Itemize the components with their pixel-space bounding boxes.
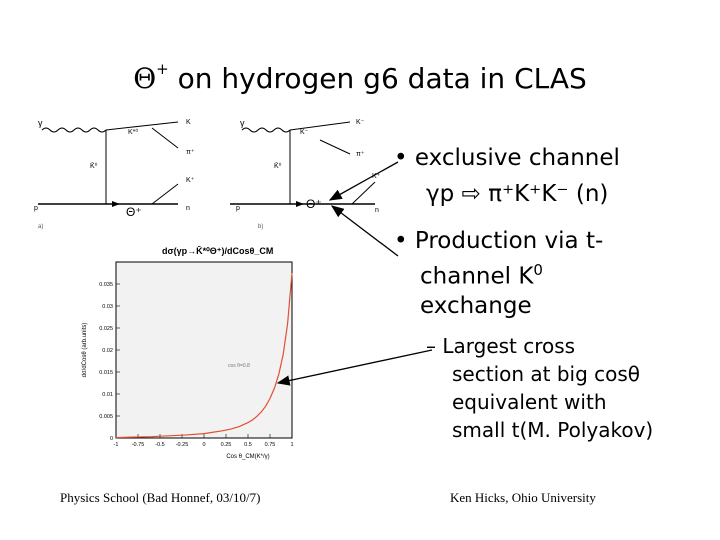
y-tick-label: 0.025 (99, 326, 113, 332)
y-tick-label: 0.015 (99, 370, 113, 376)
bullet-production: • Production via t- (394, 228, 604, 254)
y-tick-label: 0.005 (99, 414, 113, 420)
diagram-b-n: n (375, 207, 379, 214)
diagram-a-k-out: K (186, 119, 191, 126)
diagram-a-kstar: K*⁰ (128, 128, 138, 136)
bullet-exclusive-channel: • exclusive channel (394, 145, 620, 171)
diagram-b-kbar: K̄⁰ (274, 162, 282, 170)
diagram-a-p: p (34, 205, 38, 212)
y-axis-ticks: 0 0.005 0.01 0.015 0.02 0.025 0.03 0.035 (99, 282, 120, 442)
chart-ylabel: dσ/dCosθ (arb.units) (82, 323, 88, 378)
sub-bullet-largest: – Largest cross (426, 334, 576, 358)
title-theta-superscript: + (156, 59, 169, 78)
slide-title: Θ+ on hydrogen g6 data in CLAS (0, 59, 720, 95)
feynman-diagram-b: γ K⁻ K⁻ π⁺ K̄⁰ K⁺ p n Θ⁺ b) (230, 118, 381, 230)
arrow-to-diagram-lower (330, 205, 399, 257)
diagram-b-label: b) (258, 224, 263, 230)
diagram-a-kbar: K̄⁰ (90, 162, 98, 170)
bullet-exchange: exchange (420, 293, 532, 319)
x-tick-label: 0.25 (221, 442, 232, 448)
sub-bullet-small-t: small t(M. Polyakov) (452, 418, 654, 442)
bullet-channel-text: channel K (420, 263, 534, 290)
chart-title: dσ(γp→K̄*⁰Θ⁺)/dCosθ_CM (162, 246, 273, 256)
bullet-k0-superscript: 0 (533, 261, 543, 279)
feynman-diagrams: γ K*⁰ K π⁺ K̄⁰ K⁺ p n Θ⁺ a) γ K⁻ K⁻ π⁺ K… (34, 118, 381, 230)
x-tick-label: -0.75 (132, 442, 145, 448)
y-tick-label: 0.035 (99, 282, 113, 288)
x-axis-ticks: -1 -0.75 -0.5 -0.25 0 0.25 0.5 0.75 1 (114, 434, 294, 448)
bullet-reaction: γp ⇨ π⁺K⁺K⁻ (n) (426, 181, 609, 207)
diagram-a-k-plus: K⁺ (186, 177, 195, 184)
footer-left: Physics School (Bad Honnef, 03/10/7) (60, 490, 261, 505)
feynman-diagram-a: γ K*⁰ K π⁺ K̄⁰ K⁺ p n Θ⁺ a) (34, 118, 195, 230)
y-tick-label: 0.02 (102, 348, 113, 354)
diagram-b-p: p (236, 205, 240, 212)
photon-line-b (241, 127, 291, 133)
sub-bullet-section: section at big cosθ (452, 362, 641, 386)
x-tick-label: 0 (202, 442, 205, 448)
sub-bullet-equivalent: equivalent with (452, 390, 607, 414)
title-theta-symbol: Θ (133, 62, 157, 95)
x-tick-label: 0.5 (244, 442, 252, 448)
y-tick-label: 0 (110, 436, 113, 442)
x-tick-label: -0.25 (176, 442, 189, 448)
x-tick-label: -0.5 (155, 442, 164, 448)
bullet-channel-k0: channel K0 (420, 256, 543, 291)
diagram-a-n: n (186, 205, 190, 212)
title-text: on hydrogen g6 data in CLAS (177, 62, 587, 95)
cross-section-chart: dσ(γp→K̄*⁰Θ⁺)/dCosθ_CM 0 0.005 0.01 0.015 0.… (82, 246, 294, 460)
y-tick-label: 0.03 (102, 304, 113, 310)
arrow-to-diagram-upper (328, 161, 399, 201)
diagram-b-k-out: K⁻ (356, 119, 365, 126)
diagram-a-gamma: γ (38, 118, 43, 128)
footer-right: Ken Hicks, Ohio University (450, 490, 596, 505)
diagram-a-theta: Θ⁺ (126, 205, 142, 219)
chart-annotation: cos θ=0.8 (228, 363, 250, 369)
diagram-b-gamma: γ (240, 118, 245, 128)
x-tick-label: 1 (290, 442, 293, 448)
plot-frame (115, 261, 293, 439)
chart-xlabel: Cos θ_CM(K*/γ) (226, 454, 269, 460)
diagram-a-pi: π⁺ (186, 149, 195, 156)
diagram-a-label: a) (38, 224, 43, 230)
y-tick-label: 0.01 (102, 392, 113, 398)
x-tick-label: -1 (114, 442, 119, 448)
diagram-b-k-plus: K⁺ (372, 173, 381, 180)
photon-line-a (41, 127, 107, 133)
diagram-b-kstar: K⁻ (300, 129, 309, 136)
arrow-to-curve (276, 349, 433, 386)
diagram-b-pi: π⁺ (356, 151, 365, 158)
diagram-b-theta: Θ⁺ (306, 197, 322, 211)
x-tick-label: 0.75 (265, 442, 276, 448)
